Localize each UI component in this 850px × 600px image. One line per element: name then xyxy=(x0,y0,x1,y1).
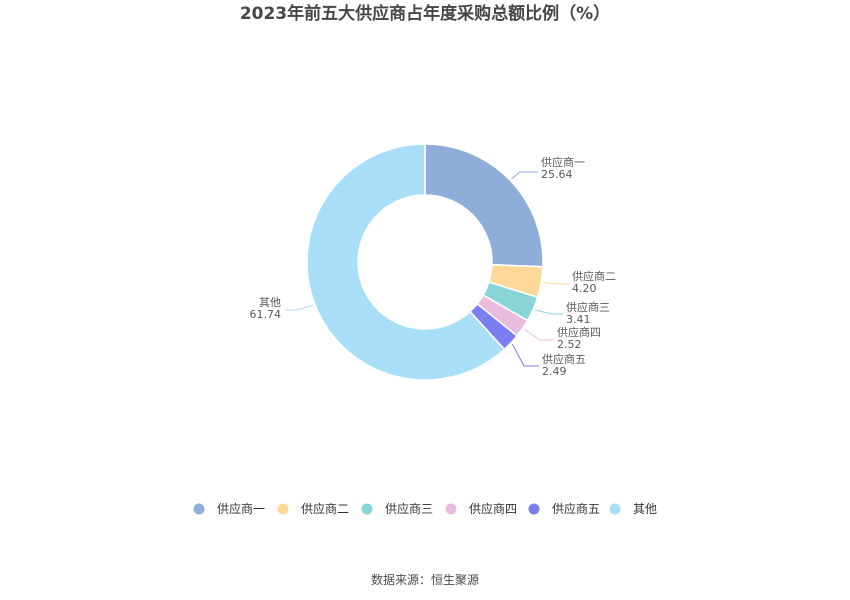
source-note: 数据来源：恒生聚源 xyxy=(371,572,479,587)
slice-label-name-1: 供应商一 xyxy=(541,155,585,169)
legend-marker-5 xyxy=(528,503,540,515)
slice-label-value-6: 61.74 xyxy=(250,308,282,321)
slice-6 xyxy=(306,143,506,381)
leader-line-5 xyxy=(511,343,539,367)
legend-item-3[interactable]: 供应商三 xyxy=(361,501,434,516)
leader-line-3 xyxy=(534,309,563,315)
slice-label-value-5: 2.49 xyxy=(542,365,567,378)
legend-item-1[interactable]: 供应商一 xyxy=(193,501,266,516)
slice-label-value-3: 3.41 xyxy=(566,313,591,326)
legend-marker-2 xyxy=(277,503,289,515)
slice-label-value-2: 4.20 xyxy=(572,282,597,295)
slice-label-name-6: 其他 xyxy=(259,296,281,309)
leader-lines xyxy=(284,171,569,367)
legend-label-1: 供应商一 xyxy=(217,501,265,516)
legend-label-6: 其他 xyxy=(633,502,657,516)
legend-item-2[interactable]: 供应商二 xyxy=(277,501,350,516)
slice-label-name-3: 供应商三 xyxy=(566,300,610,314)
leader-line-6 xyxy=(284,304,314,311)
slice-label-value-4: 2.52 xyxy=(557,338,582,351)
slice-label-name-5: 供应商五 xyxy=(542,352,586,366)
leader-line-1 xyxy=(511,171,538,180)
slice-label-value-1: 25.64 xyxy=(541,168,573,181)
legend-label-3: 供应商三 xyxy=(385,501,433,516)
slice-label-name-4: 供应商四 xyxy=(557,325,601,339)
legend-label-2: 供应商二 xyxy=(301,501,349,516)
legend-marker-1 xyxy=(193,503,205,515)
slices xyxy=(306,143,544,381)
legend-item-5[interactable]: 供应商五 xyxy=(528,501,601,516)
legend-marker-4 xyxy=(445,503,457,515)
leader-line-2 xyxy=(543,282,569,285)
legend-label-5: 供应商五 xyxy=(552,501,600,516)
legend-item-4[interactable]: 供应商四 xyxy=(445,501,518,516)
slice-label-name-2: 供应商二 xyxy=(572,269,616,283)
leader-line-4 xyxy=(523,329,554,341)
legend-label-4: 供应商四 xyxy=(469,501,517,516)
legend-marker-6 xyxy=(609,503,621,515)
legend-item-6[interactable]: 其他 xyxy=(609,502,658,516)
slice-1 xyxy=(424,143,544,268)
chart-title: 2023年前五大供应商占年度采购总额比例（%） xyxy=(240,3,610,24)
legend-marker-3 xyxy=(361,503,373,515)
legend: 供应商一 供应商二 供应商三 供应商四 供应商五 其他 xyxy=(193,501,658,516)
